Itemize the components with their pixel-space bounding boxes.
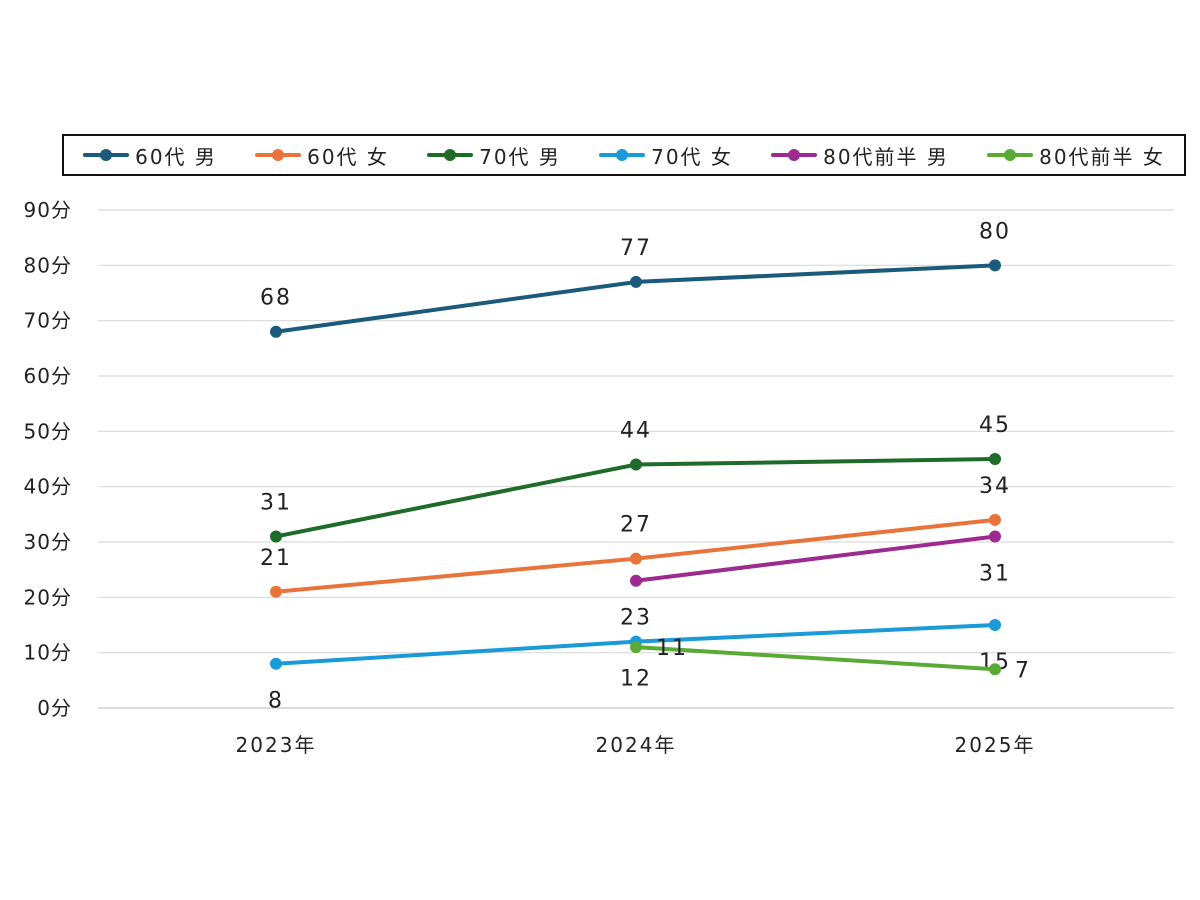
legend-item: 70代 女 (599, 141, 733, 170)
legend-swatch (987, 148, 1034, 162)
data-point (630, 574, 642, 587)
legend-swatch (771, 148, 818, 162)
data-label: 45 (979, 413, 1011, 438)
x-tick-label: 2023年 (236, 733, 317, 757)
y-tick-label: 0分 (37, 696, 72, 720)
data-label: 68 (260, 286, 292, 311)
legend-label: 60代 男 (135, 144, 217, 169)
data-point (630, 552, 642, 565)
legend-item: 60代 男 (83, 141, 217, 170)
y-tick-label: 40分 (24, 475, 72, 499)
data-point (989, 619, 1001, 631)
legend-swatch (83, 148, 130, 162)
data-point (270, 530, 282, 543)
data-point (270, 657, 282, 670)
legend-label: 70代 女 (651, 144, 733, 169)
data-label: 34 (979, 474, 1011, 499)
y-tick-label: 50分 (24, 419, 72, 443)
data-label: 44 (620, 419, 652, 444)
legend-label: 80代前半 女 (1039, 144, 1165, 169)
series-line (635, 534, 996, 583)
legend-label: 70代 男 (479, 144, 561, 169)
data-label: 77 (620, 236, 652, 261)
legend-swatch (255, 148, 302, 162)
data-point (630, 275, 642, 288)
data-point (989, 259, 1001, 272)
chart-legend: 60代 男 60代 女 70代 男 70代 女 80代前半 男 80代前半 女 (62, 134, 1186, 176)
legend-item: 70代 男 (427, 141, 561, 170)
data-label: 8 (268, 689, 284, 714)
data-point (989, 530, 1001, 543)
legend-label: 80代前半 男 (823, 144, 949, 169)
data-point (630, 458, 642, 471)
data-label: 11 (656, 636, 688, 661)
legend-item: 60代 女 (255, 141, 389, 170)
data-label: 7 (1015, 658, 1031, 683)
data-point (270, 325, 282, 338)
y-tick-label: 10分 (24, 641, 72, 665)
legend-swatch (427, 148, 474, 162)
y-tick-label: 30分 (24, 530, 72, 554)
data-label: 31 (260, 490, 292, 515)
legend-item: 80代前半 男 (771, 141, 949, 170)
data-point (989, 453, 1001, 465)
series-line (635, 645, 996, 672)
legend-label: 60代 女 (307, 144, 389, 169)
x-tick-label: 2025年 (955, 733, 1036, 757)
legend-swatch (599, 148, 646, 162)
y-tick-label: 60分 (24, 364, 72, 388)
legend-item: 80代前半 女 (987, 141, 1165, 170)
data-label: 12 (620, 667, 652, 692)
y-tick-label: 80分 (24, 253, 72, 277)
data-point (989, 513, 1001, 526)
y-tick-label: 90分 (24, 198, 72, 222)
data-label: 31 (979, 561, 1011, 586)
y-tick-label: 70分 (24, 309, 72, 333)
series-line (275, 263, 996, 334)
y-tick-label: 20分 (24, 585, 72, 609)
data-label: 23 (620, 606, 652, 631)
data-point (989, 663, 1001, 676)
data-label: 80 (979, 219, 1011, 244)
data-label: 27 (620, 513, 652, 538)
data-point (270, 585, 282, 598)
x-tick-label: 2024年 (596, 733, 677, 757)
data-label: 21 (260, 546, 292, 571)
data-point (630, 641, 642, 654)
